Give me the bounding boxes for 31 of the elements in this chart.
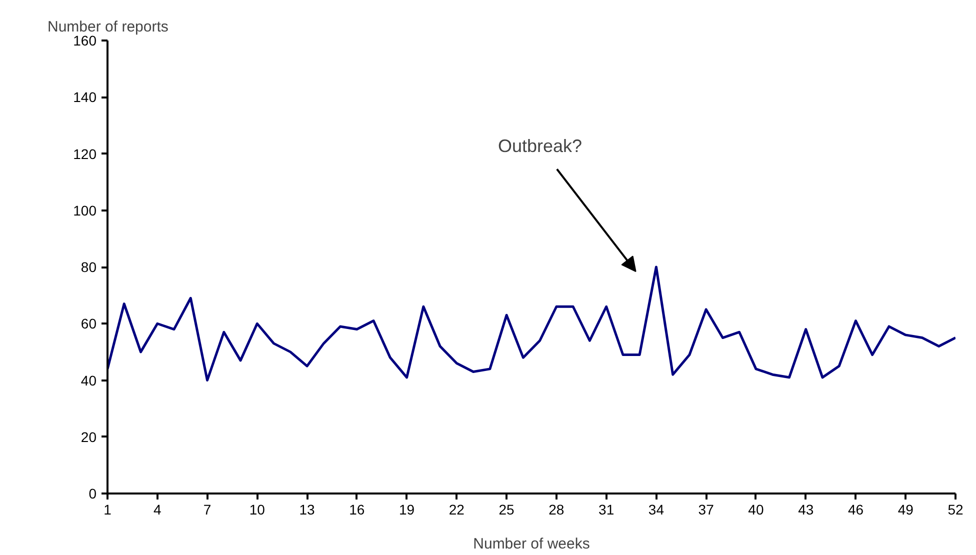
x-tick-label: 52 [948,502,964,518]
x-tick-label: 4 [153,502,162,518]
x-tick-label: 25 [498,502,515,518]
y-tick-label: 0 [88,486,97,502]
y-tick-label: 80 [80,259,97,275]
y-tick-label: 40 [80,372,97,388]
x-tick-label: 16 [349,502,365,518]
y-tick-label: 20 [80,428,97,445]
x-tick-label: 13 [299,502,316,518]
x-tick-label: 40 [748,502,764,518]
x-tick-label: 46 [848,502,864,518]
x-tick-label: 49 [898,502,914,518]
x-tick-label: 43 [798,502,814,518]
x-tick-label: 37 [698,502,714,518]
x-tick-label: 10 [249,502,266,518]
y-tick-label: 100 [73,202,97,218]
x-tick-label: 22 [448,502,465,518]
x-tick-label: 28 [548,502,564,518]
annotation: Outbreak? [498,136,582,156]
line-series [108,266,956,382]
x-tick-label: 31 [598,502,614,518]
y-tick-label: 60 [80,316,97,332]
x-tick-label: 1 [104,502,112,518]
x-tick-label: 34 [648,502,664,518]
y-tick-label: 140 [73,89,97,106]
x-tick-label: 19 [399,502,415,518]
x-axis-title: Number of weeks [473,536,590,552]
y-tick-label: 160 [73,32,97,48]
y-axis-title: Number of reports [48,18,168,36]
y-tick-label: 120 [73,146,97,162]
x-tick-label: 7 [203,502,212,518]
